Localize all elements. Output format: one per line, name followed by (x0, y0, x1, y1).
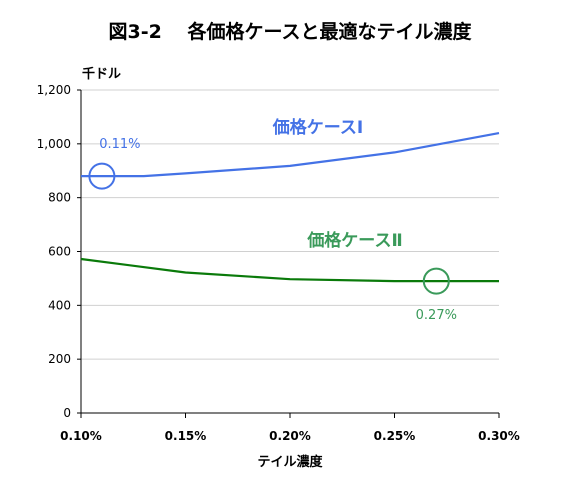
series-line (80, 257, 499, 283)
series-line (81, 132, 500, 178)
y-tick-label: 400 (48, 298, 71, 312)
x-axis-label: テイル濃度 (257, 454, 323, 470)
y-tick-label: 200 (48, 352, 71, 366)
x-tick-label: 0.10% (60, 429, 102, 443)
y-tick-label: 800 (48, 191, 71, 205)
x-tick-label: 0.20% (269, 429, 311, 443)
y-axis-label: 千ドル (82, 66, 121, 82)
x-tick-label: 0.25% (374, 429, 416, 443)
y-tick-label: 0 (63, 406, 71, 420)
chart-title: 図3-2 各価格ケースと最適なテイル濃度 (109, 20, 473, 43)
y-tick-label: 1,200 (37, 83, 71, 97)
series-name-label: 価格ケースⅠ (272, 117, 363, 138)
optimum-marker (88, 162, 116, 190)
optimum-label: 0.11% (99, 137, 140, 152)
optimum-marker (422, 267, 450, 295)
optimum-label: 0.27% (416, 308, 457, 323)
x-tick-label: 0.30% (478, 429, 520, 443)
series-name-label: 価格ケースⅡ (306, 230, 402, 251)
y-tick-label: 1,000 (37, 137, 71, 151)
y-tick-label: 600 (48, 245, 71, 259)
x-tick-label: 0.15% (165, 429, 207, 443)
